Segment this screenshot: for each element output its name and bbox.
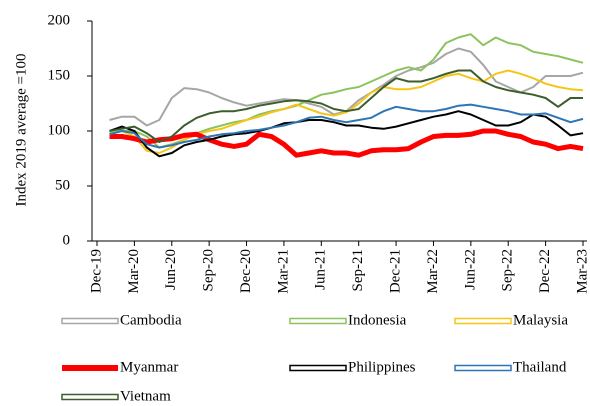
legend-label: Vietnam	[120, 388, 171, 404]
legend-swatch	[454, 364, 512, 372]
x-tick-label: Jun-21	[313, 249, 329, 290]
legend-swatch	[61, 317, 119, 325]
y-tick-label: 200	[48, 12, 71, 28]
y-tick-label: 0	[63, 232, 71, 248]
y-tick-label: 150	[48, 67, 71, 83]
x-tick-label: Dec-20	[238, 249, 254, 293]
x-tick-label: Sep-21	[350, 249, 366, 292]
x-tick-label: Dec-22	[537, 249, 553, 293]
series-line	[109, 103, 584, 149]
legend-label: Malaysia	[513, 312, 568, 328]
legend-label: Philippines	[348, 359, 416, 375]
legend-label: Cambodia	[120, 312, 182, 328]
legend-swatch	[61, 393, 119, 401]
y-axis-label: Index 2019 average =100	[13, 54, 29, 207]
legend-label: Thailand	[513, 359, 567, 375]
x-tick-label: Sep-22	[500, 249, 516, 292]
series-line	[109, 69, 584, 154]
x-tick-label: Jun-20	[163, 249, 179, 290]
x-tick-label: Sep-20	[201, 249, 217, 292]
legend-swatch	[454, 317, 512, 325]
x-tick-label: Dec-19	[88, 249, 104, 293]
x-tick-label: Mar-20	[126, 249, 142, 294]
series-line	[109, 69, 583, 143]
y-tick-label: 50	[55, 177, 70, 193]
legend-swatch	[289, 317, 347, 325]
x-tick-label: Mar-22	[425, 249, 441, 294]
y-tick-label: 100	[48, 122, 71, 138]
x-tick-label: Jun-22	[462, 249, 478, 290]
legend-label: Indonesia	[348, 312, 407, 328]
series-line	[109, 110, 584, 158]
legend-label: Myanmar	[120, 359, 178, 375]
legend-swatch	[289, 364, 347, 372]
x-tick-label: Mar-23	[574, 249, 590, 294]
x-tick-label: Mar-21	[275, 249, 291, 294]
series-line	[109, 47, 584, 127]
series-line	[109, 128, 584, 158]
x-tick-label: Dec-21	[388, 249, 404, 293]
